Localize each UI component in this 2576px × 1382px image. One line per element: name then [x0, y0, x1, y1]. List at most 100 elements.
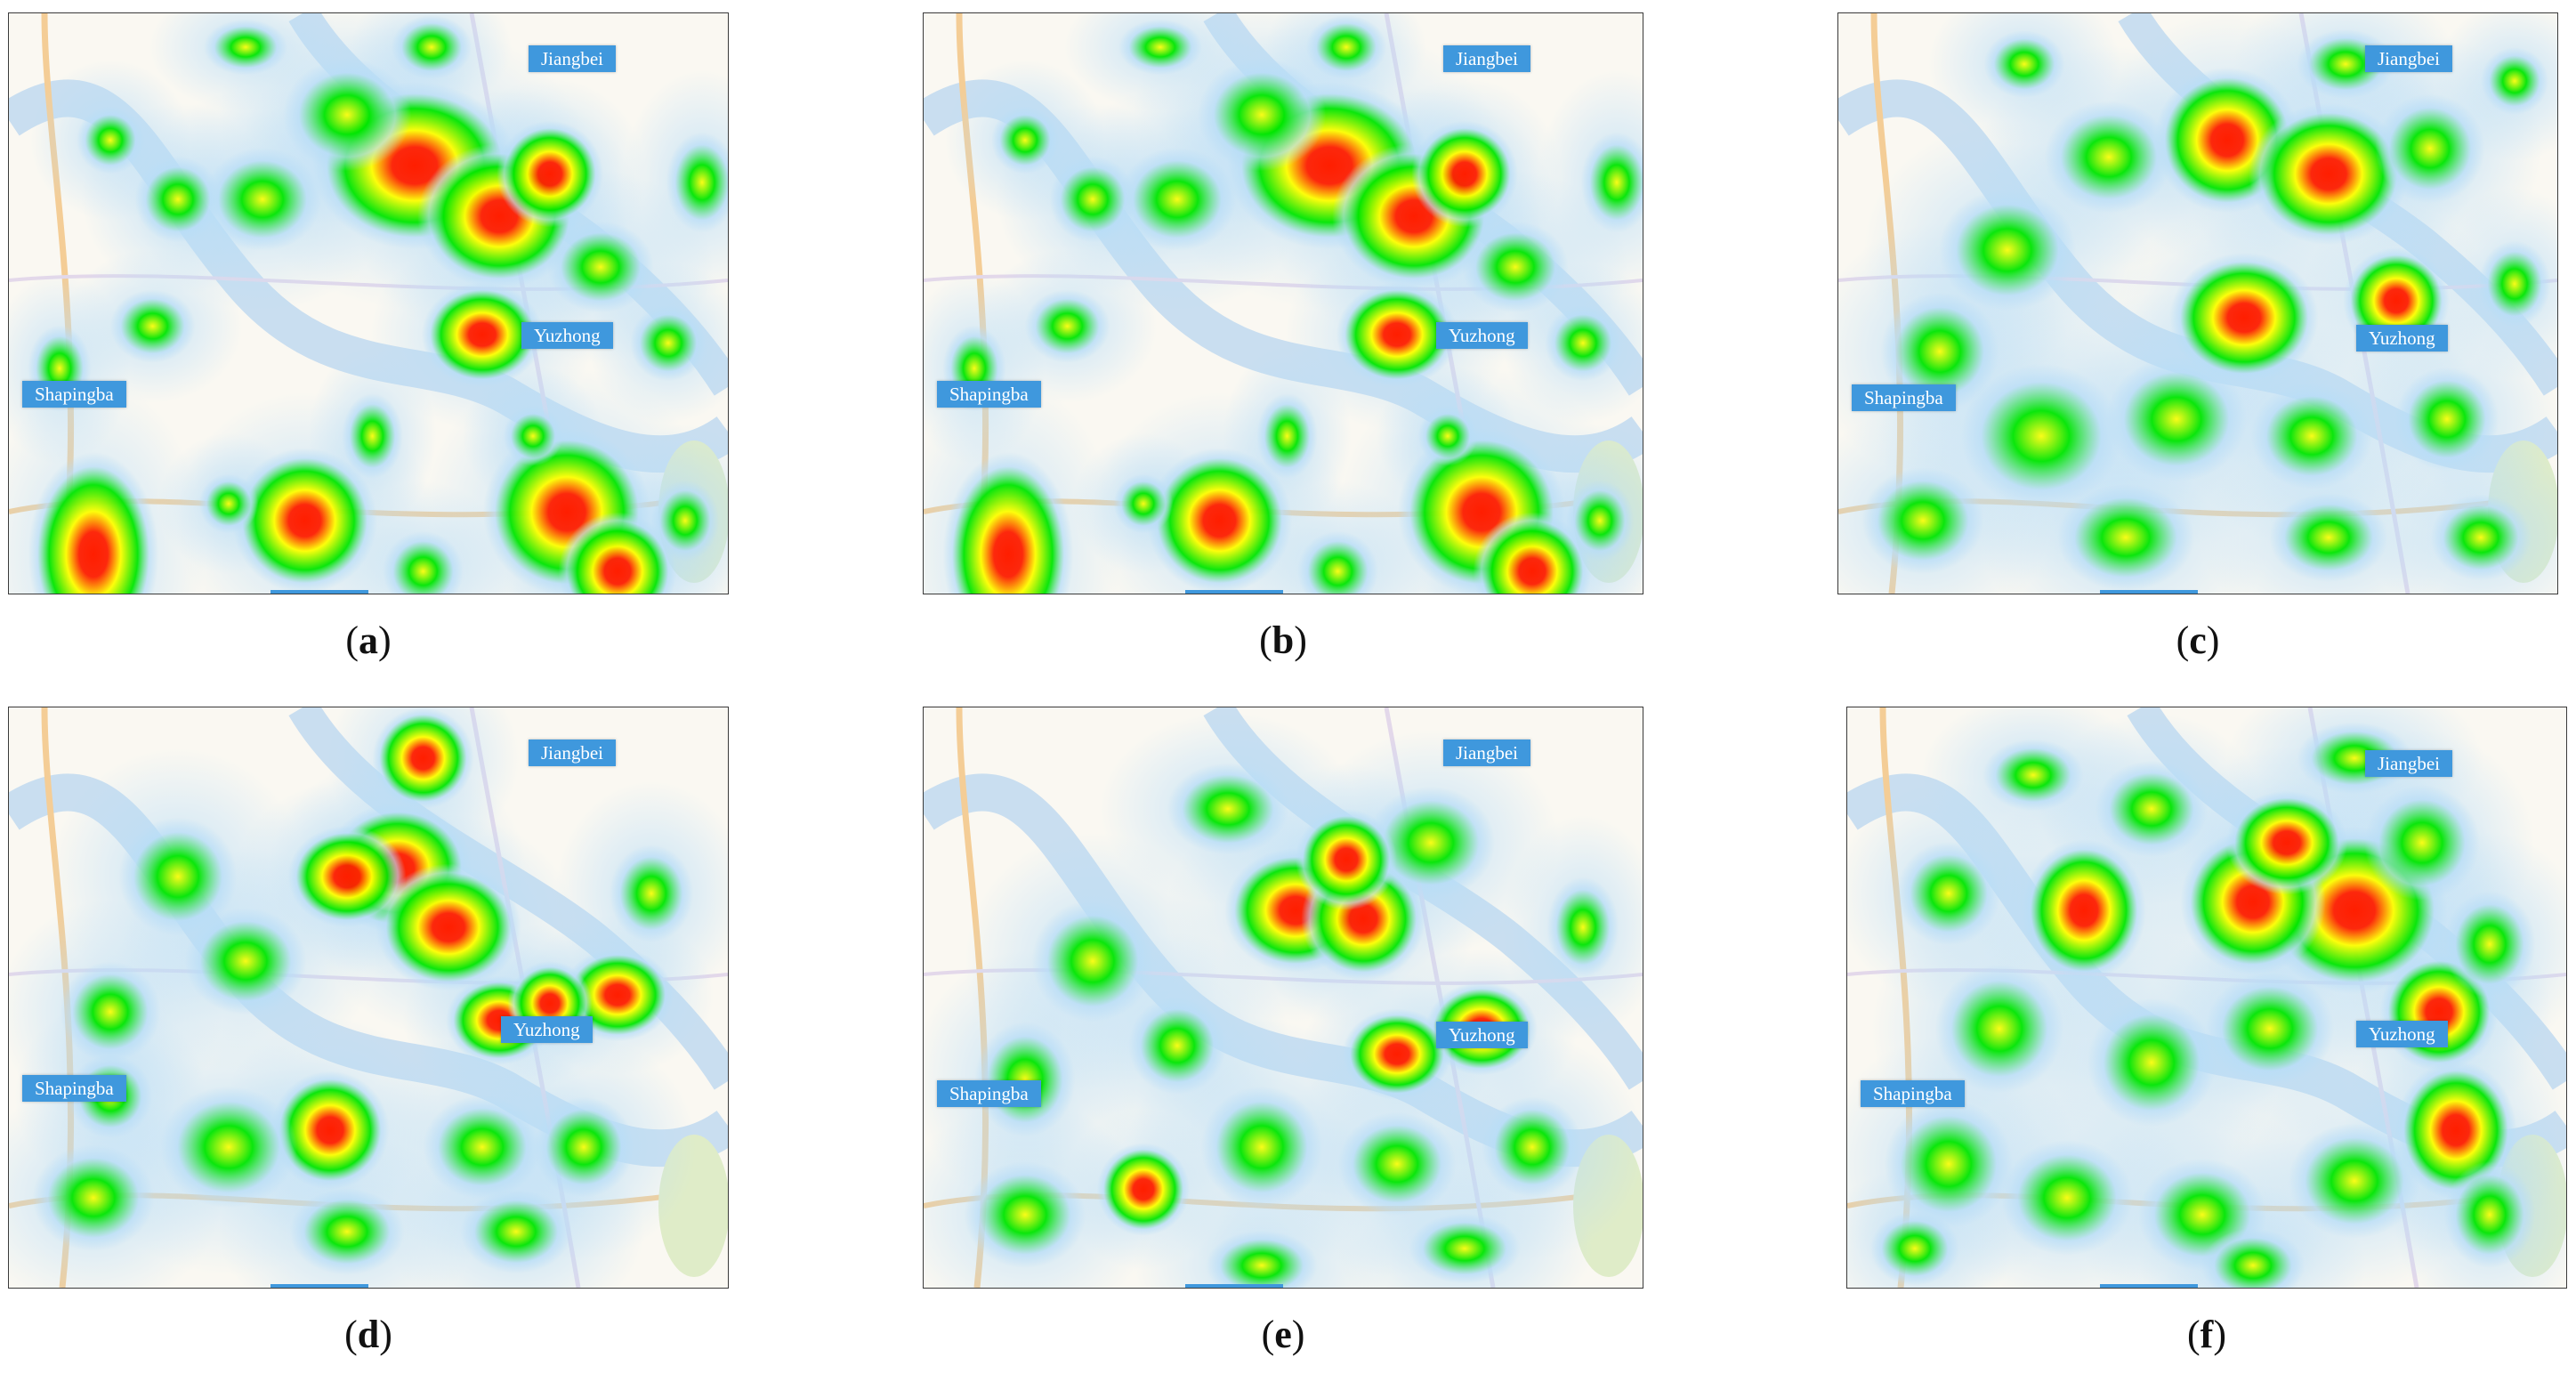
heat-spot — [1024, 289, 1110, 363]
heat-spot — [1580, 132, 1643, 233]
bottom-label-stub — [1185, 1284, 1283, 1288]
heat-spot — [109, 289, 196, 363]
heat-spot — [2044, 101, 2174, 214]
caption-letter: a — [359, 618, 378, 662]
caption-letter: c — [2189, 618, 2207, 662]
heat-spot — [1366, 786, 1496, 900]
yuzhong-label: Yuzhong — [2356, 325, 2448, 352]
heat-spot — [974, 1022, 1076, 1137]
heat-spot — [271, 1071, 390, 1190]
heat-spot — [1417, 406, 1478, 466]
heat-spot — [1983, 30, 2065, 99]
heatmap-map — [924, 13, 1643, 594]
heat-spot — [497, 120, 603, 228]
heat-spot — [2205, 972, 2335, 1086]
heat-spot — [287, 826, 407, 927]
jiangbei-label: Jiangbei — [1443, 739, 1530, 766]
heat-spot — [2288, 1123, 2421, 1239]
heat-spot — [2201, 1228, 2305, 1288]
shapingba-label: Shapingba — [1861, 1080, 1965, 1107]
bottom-label-stub — [271, 1284, 368, 1288]
panel-caption: (e) — [1261, 1313, 1305, 1356]
bottom-label-stub — [1185, 590, 1283, 594]
heatmap-panel-f: Jiangbei Yuzhong Shapingba (f) — [1846, 707, 2567, 1356]
map-frame: Jiangbei Yuzhong Shapingba — [1846, 707, 2567, 1289]
heat-spot — [609, 845, 694, 942]
heat-spot — [1049, 156, 1136, 243]
heat-spot — [2443, 1161, 2536, 1268]
heat-spot — [630, 304, 707, 382]
map-frame: Jiangbei Yuzhong Shapingba — [923, 707, 1643, 1289]
heat-spot — [391, 14, 472, 80]
heat-spot — [134, 156, 222, 243]
heat-spot — [184, 908, 307, 1014]
heatmap-panel-a: Jiangbei Yuzhong Shapingba (a) — [8, 12, 729, 662]
heat-spot — [77, 106, 144, 174]
jiangbei-label: Jiangbei — [529, 45, 616, 72]
heat-spot — [1482, 1096, 1583, 1198]
heat-spot — [1546, 877, 1619, 978]
heat-spot — [2000, 1140, 2134, 1256]
heat-spot — [1096, 1143, 1191, 1236]
heat-spot — [2057, 484, 2194, 591]
heat-spot — [383, 530, 464, 594]
heat-spot — [1118, 147, 1237, 252]
shapingba-label: Shapingba — [22, 1075, 126, 1102]
shapingba-label: Shapingba — [937, 381, 1041, 408]
heat-spot — [1031, 900, 1154, 1022]
caption-letter: f — [2200, 1313, 2214, 1356]
heat-spot — [1861, 467, 1984, 574]
heat-spot — [118, 817, 238, 936]
map-frame: Jiangbei Yuzhong Shapingba — [923, 12, 1643, 594]
shapingba-label: Shapingba — [1852, 384, 1956, 411]
heat-spot — [1939, 189, 2076, 311]
panel-caption: (c) — [2176, 618, 2220, 662]
jiangbei-label: Jiangbei — [1443, 45, 1530, 72]
heat-spot — [460, 1189, 572, 1274]
caption-letter: b — [1272, 618, 1295, 662]
panel-caption: (b) — [1259, 618, 1307, 662]
heat-spot — [2225, 790, 2348, 895]
heat-spot — [203, 147, 322, 252]
heat-spot — [28, 452, 159, 594]
heat-spot — [1128, 997, 1226, 1095]
heat-spot — [2105, 356, 2248, 482]
heat-spot — [2481, 47, 2548, 115]
yuzhong-label: Yuzhong — [521, 322, 613, 349]
heat-spot — [1473, 512, 1592, 594]
heat-spot — [2443, 891, 2536, 998]
heat-spot — [2087, 998, 2217, 1127]
heat-spot — [503, 406, 563, 466]
shapingba-label: Shapingba — [22, 381, 126, 408]
heat-spot — [1336, 282, 1458, 387]
heat-spot — [372, 707, 474, 809]
heat-spot — [289, 1188, 405, 1275]
heatmap-map — [1847, 707, 2566, 1288]
heatmap-map — [1838, 13, 2557, 594]
heat-spot — [666, 132, 728, 233]
bottom-label-stub — [2100, 1284, 2198, 1288]
heatmap-panel-e: Jiangbei Yuzhong Shapingba (e) — [923, 707, 1643, 1356]
yuzhong-label: Yuzhong — [1436, 322, 1528, 349]
heat-spot — [1960, 363, 2122, 509]
heat-spot — [1462, 221, 1569, 313]
heat-spot — [421, 282, 544, 387]
heatmap-map — [9, 13, 728, 594]
heatmap-map — [9, 707, 728, 1288]
heat-spot — [1296, 809, 1397, 910]
heat-spot — [533, 1096, 634, 1198]
heat-spot — [375, 863, 521, 991]
caption-letter: e — [1274, 1313, 1292, 1356]
heat-spot — [558, 512, 677, 594]
heat-spot — [942, 452, 1074, 594]
heat-spot — [2430, 494, 2532, 581]
shapingba-label: Shapingba — [937, 1080, 1041, 1107]
heat-spot — [198, 473, 259, 534]
heat-spot — [1409, 1213, 1521, 1284]
heat-spot — [1256, 393, 1318, 479]
jiangbei-label: Jiangbei — [529, 739, 616, 766]
heat-spot — [1880, 292, 1999, 411]
caption-letter: d — [357, 1313, 380, 1356]
heat-spot — [282, 58, 412, 172]
jiangbei-label: Jiangbei — [2365, 45, 2452, 72]
